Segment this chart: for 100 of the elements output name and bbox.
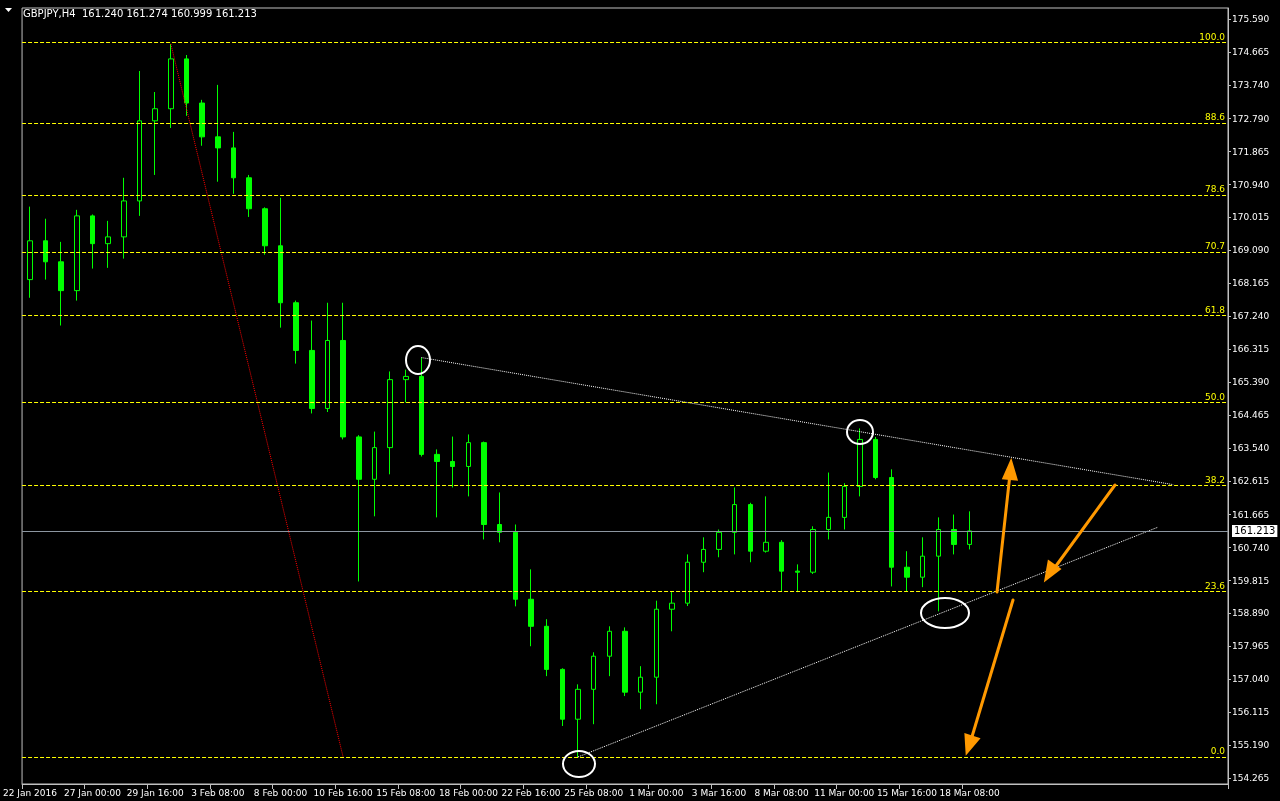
candlestick (340, 302, 346, 440)
y-tick-label: 165.390 (1232, 377, 1270, 388)
x-tick-label: 8 Feb 00:00 (253, 787, 308, 798)
annotation: 38.2 (1204, 474, 1225, 485)
candlestick (810, 525, 816, 575)
candlestick (262, 206, 268, 256)
y-tick-label: 161.665 (1232, 509, 1270, 520)
y-tick-label: 174.665 (1232, 46, 1270, 57)
y-tick-label: 175.590 (1232, 14, 1270, 25)
x-tick-label: 3 Feb 08:00 (191, 787, 245, 798)
y-tick-label: 162.615 (1232, 475, 1270, 486)
y-tick-label: 170.015 (1232, 212, 1270, 223)
candlestick (356, 434, 362, 582)
y-tick-label: 159.815 (1232, 575, 1270, 586)
candlestick (497, 491, 502, 543)
candlestick (278, 197, 283, 329)
candlestick (152, 91, 158, 176)
chart-title: GBPJPY,H4 161.240 161.274 160.999 161.213 (23, 7, 257, 19)
annotation: 0.0 (1210, 746, 1226, 757)
candlestick (591, 651, 596, 725)
candlestick (199, 99, 205, 147)
candlestick (654, 600, 659, 705)
candlestick (293, 300, 299, 365)
x-tick-label: 11 Mar 00:00 (814, 787, 875, 798)
annotation: 70.7 (1204, 241, 1225, 252)
candlestick (904, 550, 910, 592)
y-tick-label: 167.240 (1232, 311, 1270, 322)
candlestick (450, 436, 455, 488)
candlestick (967, 510, 972, 550)
y-tick-label: 155.190 (1232, 740, 1270, 751)
annotation: 88.6 (1204, 112, 1226, 123)
y-tick-label: 172.790 (1232, 113, 1270, 124)
candlestick (638, 665, 643, 710)
x-tick-label: 8 Mar 08:00 (754, 787, 810, 798)
x-tick-label: 3 Mar 16:00 (691, 787, 747, 798)
y-tick-label: 170.940 (1232, 179, 1270, 190)
candlestick (309, 320, 315, 414)
y-tick-label: 157.965 (1232, 641, 1270, 652)
candlestick (387, 370, 393, 475)
candlestick (763, 495, 769, 554)
annotation: 100.0 (1199, 31, 1226, 42)
candlestick (560, 667, 565, 727)
x-tick-label: 18 Feb 00:00 (438, 787, 499, 798)
x-tick-label: 18 Mar 08:00 (939, 787, 1000, 798)
candlestick (857, 427, 863, 497)
y-tick-label: 168.165 (1232, 278, 1270, 289)
y-tick-label: 166.315 (1232, 344, 1270, 355)
annotation: 61.8 (1204, 305, 1226, 316)
x-tick-label: 29 Jan 16:00 (126, 787, 184, 798)
candlestick (105, 220, 111, 269)
candlestick (419, 357, 424, 458)
x-tick-label: 10 Feb 16:00 (313, 787, 373, 798)
candlestick (936, 516, 941, 612)
candlestick (701, 536, 706, 573)
candlestick (685, 553, 690, 607)
ref-line-label: 161.213 (1234, 525, 1276, 537)
candlestick (748, 502, 753, 563)
candlestick (669, 591, 675, 632)
candlestick (920, 536, 925, 588)
candlestick (121, 177, 127, 260)
candlestick (168, 43, 174, 129)
y-tick-label: 164.465 (1232, 410, 1270, 421)
candlestick (481, 441, 487, 540)
candlestick (43, 218, 48, 281)
x-tick-label: 15 Mar 16:00 (876, 787, 938, 798)
candlestick (732, 486, 737, 555)
candlestick (873, 436, 878, 480)
candlestick (231, 131, 236, 195)
candlestick (466, 433, 471, 497)
candlestick (544, 618, 549, 677)
candlestick (372, 431, 377, 517)
annotation: 78.6 (1204, 184, 1226, 195)
candlestick (779, 539, 784, 592)
candlestick (184, 54, 189, 117)
candlestick (575, 683, 581, 758)
candlestick (716, 528, 722, 558)
y-tick-label: 173.740 (1232, 79, 1270, 90)
candlestick (325, 302, 330, 413)
candlestick (513, 524, 518, 607)
y-tick-label: 169.090 (1232, 245, 1270, 256)
y-tick-label: 163.540 (1232, 442, 1270, 453)
candlestick (889, 468, 894, 587)
candlestick (27, 206, 33, 299)
candlestick (826, 472, 831, 540)
candlestick (528, 568, 534, 647)
annotation: 50.0 (1204, 391, 1226, 402)
y-tick-label: 171.865 (1232, 146, 1270, 157)
candlestick (90, 213, 95, 270)
y-tick-label: 158.890 (1232, 608, 1270, 619)
x-tick-label: 1 Mar 00:00 (629, 787, 684, 798)
candlestick (622, 626, 628, 697)
y-tick-label: 160.740 (1232, 542, 1270, 553)
x-tick-label: 25 Feb 08:00 (564, 787, 624, 798)
x-tick-label: 22 Jan 2016 (2, 787, 58, 798)
candlestick (58, 241, 64, 327)
candlestick (74, 209, 80, 302)
y-tick-label: 156.115 (1232, 707, 1270, 718)
candlestick (403, 369, 409, 403)
candlestick (434, 448, 440, 518)
annotation: 23.6 (1204, 580, 1226, 591)
